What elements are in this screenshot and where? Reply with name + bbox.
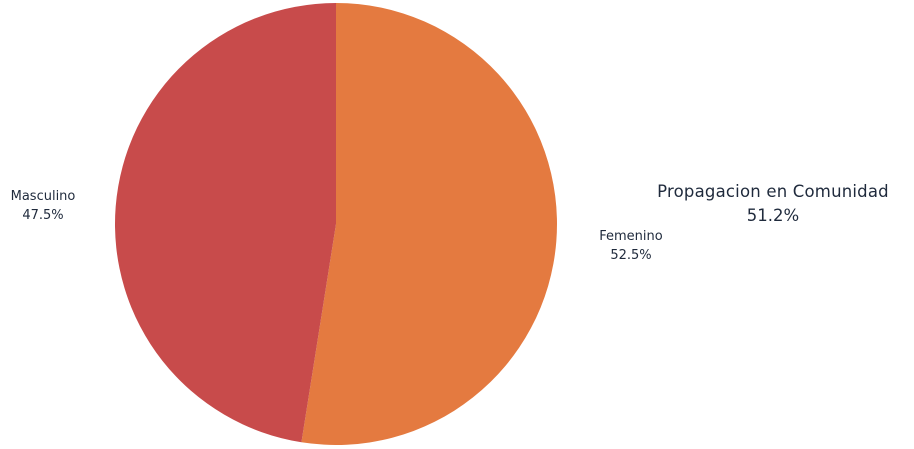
slice-label-femenino: Femenino 52.5% xyxy=(586,227,676,265)
side-stat: Propagacion en Comunidad 51.2% xyxy=(636,180,910,228)
side-stat-title: Propagacion en Comunidad xyxy=(657,182,889,201)
slice-label-name: Masculino xyxy=(10,189,76,204)
pie-slice-femenino xyxy=(301,3,557,445)
slice-label-value: 52.5% xyxy=(610,248,652,263)
pie-slice-masculino xyxy=(114,3,337,443)
slice-label-masculino: Masculino 47.5% xyxy=(0,187,86,225)
slice-label-name: Femenino xyxy=(599,229,663,244)
pie-slices xyxy=(114,3,557,445)
slice-label-value: 47.5% xyxy=(22,208,64,223)
side-stat-value: 51.2% xyxy=(746,206,800,225)
